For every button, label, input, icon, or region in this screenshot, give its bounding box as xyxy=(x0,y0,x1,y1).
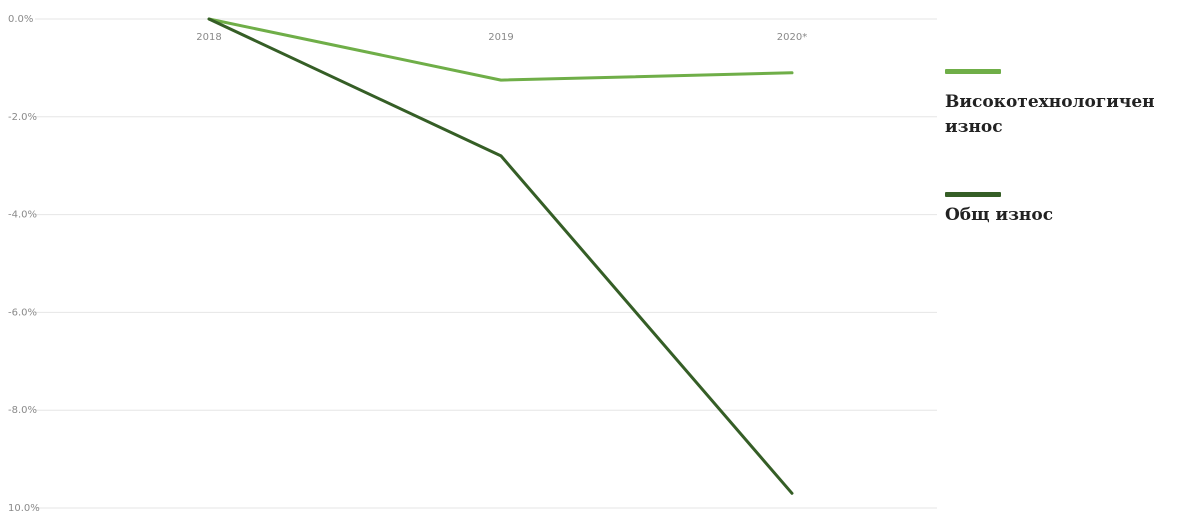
y-tick-label: -2.0% xyxy=(8,112,37,123)
legend-swatch-high-tech-exports xyxy=(945,69,1001,74)
y-tick-label: 0.0% xyxy=(8,14,33,25)
y-axis-tick-labels: 0.0% -2.0% -4.0% -6.0% -8.0% 10.0% xyxy=(8,14,40,513)
legend-swatch-total-exports xyxy=(945,192,1001,197)
x-axis-tick-labels: 2018 2019 2020* xyxy=(196,32,807,43)
y-tick-label: -8.0% xyxy=(8,405,37,416)
y-tick-label: -4.0% xyxy=(8,210,37,221)
gridlines xyxy=(35,18,937,509)
x-tick-label: 2018 xyxy=(196,32,221,43)
y-tick-label: 10.0% xyxy=(8,503,40,513)
legend-label-total-exports: Общ износ xyxy=(945,205,1054,225)
x-tick-label: 2019 xyxy=(488,32,513,43)
legend-item-high-tech-exports: Високотехнологичен износ xyxy=(945,69,1180,140)
legend-label-high-tech-exports: Високотехнологичен износ xyxy=(945,92,1155,137)
x-tick-label: 2020* xyxy=(777,32,807,43)
series-lines xyxy=(207,17,794,495)
legend-item-total-exports: Общ износ xyxy=(945,192,1180,228)
series-line-total-exports xyxy=(207,17,794,495)
y-tick-label: -6.0% xyxy=(8,307,37,318)
series-line-high-tech-exports xyxy=(207,17,794,82)
